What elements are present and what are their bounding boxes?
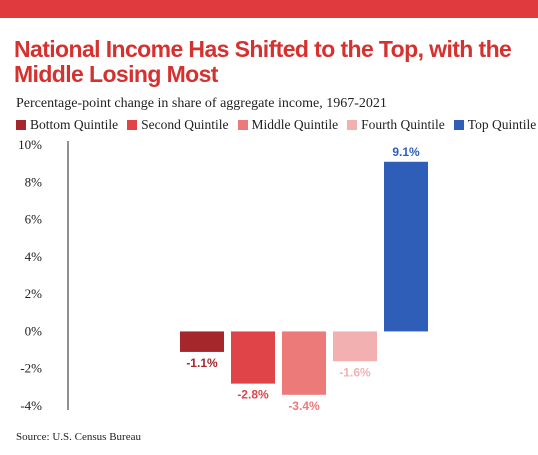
- y-tick-label: 10%: [18, 137, 42, 152]
- legend-label: Middle Quintile: [251, 117, 339, 132]
- source-note: Source: U.S. Census Bureau: [16, 431, 141, 443]
- bar: [180, 331, 224, 352]
- y-tick-label: 2%: [25, 286, 43, 301]
- bar: [384, 161, 428, 332]
- legend-item: Middle Quintile: [237, 117, 339, 133]
- legend-swatch: [347, 120, 358, 130]
- legend-item: Fourth Quintile: [347, 117, 445, 133]
- legend-label: Second Quintile: [141, 117, 229, 132]
- bar: [282, 331, 326, 395]
- legend-swatch: [453, 120, 464, 130]
- bar-value-label: 9.1%: [392, 145, 420, 159]
- legend-label: Top Quintile: [467, 117, 537, 132]
- bar-value-label: -1.1%: [186, 356, 218, 370]
- header-accent-bar: [0, 0, 538, 18]
- y-tick-label: -2%: [20, 361, 42, 376]
- chart-subtitle: Percentage-point change in share of aggr…: [16, 96, 387, 111]
- bar: [231, 331, 275, 384]
- legend-swatch: [127, 120, 138, 130]
- bar-value-label: -2.8%: [237, 388, 269, 402]
- legend-label: Bottom Quintile: [30, 117, 119, 132]
- bar: [333, 331, 377, 362]
- y-tick-label: 0%: [25, 323, 43, 338]
- legend-item: Top Quintile: [453, 117, 537, 133]
- chart-legend: Bottom Quintile Second Quintile Middle Qui…: [16, 117, 536, 133]
- legend-swatch: [16, 120, 26, 130]
- bar-value-label: -1.6%: [339, 365, 371, 379]
- y-tick-label: 6%: [25, 212, 43, 227]
- legend-label: Fourth Quintile: [361, 117, 445, 132]
- legend-item: Bottom Quintile: [16, 117, 118, 133]
- chart-title: National Income Has Shifted to the Top, …: [14, 36, 512, 87]
- y-tick-label: -4%: [20, 398, 42, 413]
- y-tick-label: 4%: [25, 249, 43, 264]
- y-tick-label: 8%: [25, 174, 43, 189]
- legend-swatch: [237, 120, 248, 130]
- bar-value-label: -3.4%: [288, 399, 320, 413]
- legend-item: Second Quintile: [127, 117, 229, 133]
